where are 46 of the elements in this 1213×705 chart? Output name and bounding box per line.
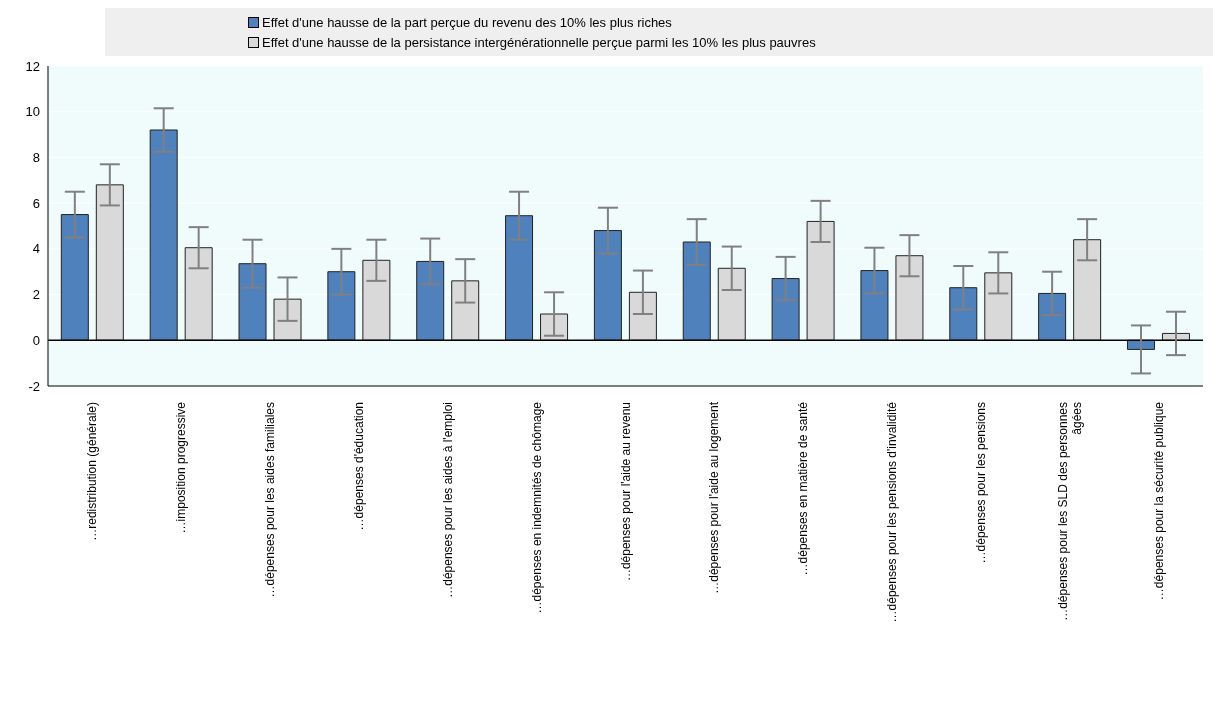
x-tick-label: …dépenses pour les aides familiales (263, 402, 278, 598)
bar (505, 215, 534, 341)
y-tick-label: 2 (32, 287, 40, 303)
x-tick-label: …dépenses pour les aides à l'emploi (440, 402, 455, 598)
bar (238, 263, 267, 341)
x-tick-label: …dépenses pour l'aide au revenu (618, 402, 633, 582)
bar (149, 129, 178, 341)
bar (451, 280, 480, 341)
legend-label: Effet d'une hausse de la part perçue du revenu des 10% les plus riches (262, 14, 672, 30)
bar (806, 220, 835, 341)
bar (416, 260, 445, 341)
legend-label: Effet d'une hausse de la persistance intergénérationnelle perçue parmi les 10% les plus pauvres (262, 34, 816, 50)
bar (771, 278, 800, 341)
bar (895, 255, 924, 341)
bar (717, 267, 746, 341)
x-tick-label: …imposition progressive (174, 401, 189, 534)
bar (984, 272, 1013, 341)
x-tick-label: …dépenses en matière de santé (796, 401, 811, 576)
y-tick-label: 0 (32, 332, 40, 348)
bar (362, 259, 391, 341)
bar (273, 298, 302, 341)
y-tick-label: -2 (28, 378, 40, 394)
bar (184, 247, 213, 341)
bar (949, 287, 978, 341)
bar (60, 214, 89, 341)
x-tick-label: …dépenses pour les pensions d'invalidité (885, 401, 900, 623)
y-tick-label: 8 (32, 150, 40, 166)
y-tick-label: 12 (25, 58, 40, 74)
x-tick-label: …dépenses pour les pensions (973, 402, 988, 564)
bar (593, 230, 622, 341)
x-tick-label: …redistribution (générale) (85, 402, 100, 541)
bar (682, 241, 711, 341)
x-tick-label: …dépenses pour les SLD des personnes âgées (1055, 402, 1084, 621)
x-tick-label: …dépenses en indemnités de chômage (529, 401, 544, 614)
x-tick-label: …dépenses pour l'aide au logement (707, 401, 722, 594)
bar (628, 291, 657, 341)
bar (860, 270, 889, 341)
y-tick-label: 6 (32, 195, 40, 211)
bar (1073, 239, 1102, 341)
y-tick-label: 10 (25, 104, 40, 120)
bar (327, 271, 356, 341)
bar (95, 184, 124, 341)
bar (1038, 292, 1067, 341)
x-tick-label: …dépenses d'éducation (351, 402, 366, 531)
y-tick-label: 4 (32, 241, 40, 257)
x-tick-label: …dépenses pour la sécurité publique (1151, 401, 1166, 601)
